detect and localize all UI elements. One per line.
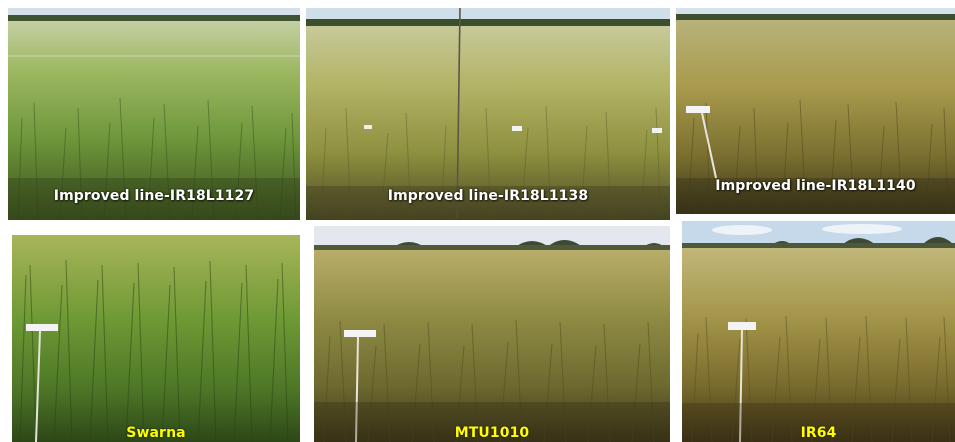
photo-panel-ir64: IR64 [682,221,955,442]
photo-panel-ir18l1138: Improved line-IR18L1138 [306,8,670,220]
panel-caption: Improved line-IR18L1138 [387,188,589,204]
rice-field-photo [306,8,670,220]
panel-caption: Swarna [126,425,186,441]
panel-caption: IR64 [800,425,837,441]
panel-caption: Improved line-IR18L1140 [715,178,916,194]
rice-field-photo [676,8,955,214]
rice-field-photo [682,221,955,442]
rice-field-photo [314,226,670,442]
rice-field-photo [12,235,300,442]
panel-caption: MTU1010 [454,425,530,441]
photo-panel-swarna: Swarna [12,235,300,442]
photo-panel-mtu1010: MTU1010 [314,226,670,442]
photo-panel-ir18l1127: Improved line-IR18L1127 [8,8,300,220]
panel-caption: Improved line-IR18L1127 [53,188,255,204]
rice-field-photo [8,8,300,220]
photo-panel-ir18l1140: Improved line-IR18L1140 [676,8,955,214]
